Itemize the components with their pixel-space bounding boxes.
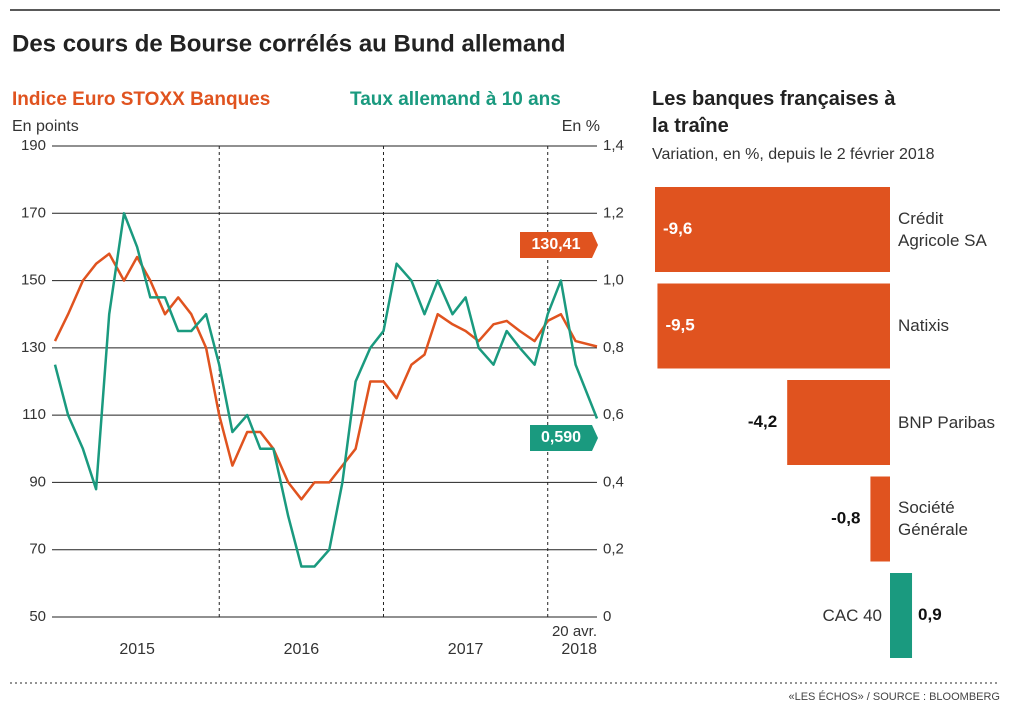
bar-chart-subtitle: Variation, en %, depuis le 2 février 201… [652,146,935,163]
bar [890,573,913,658]
y2-axis-label: En % [562,118,600,135]
y2-tick-label: 1,0 [603,272,624,289]
source: «LES ÉCHOS» / SOURCE : BLOOMBERG [788,690,1000,703]
y-tick-label: 50 [29,608,46,625]
y-tick-label: 70 [29,541,46,558]
y-tick-label: 130 [21,339,46,356]
category-label: Natixis [898,316,950,335]
value-label: -0,8 [831,508,860,527]
y-tick-label: 190 [21,137,46,154]
category-label: CAC 40 [822,605,882,625]
y2-tick-label: 0,2 [603,541,624,558]
value-label: -9,5 [665,315,694,334]
y2-tick-label: 1,2 [603,204,624,221]
category-label: Crédit Agricole SA [898,208,987,250]
y2-tick-label: 0,8 [603,339,624,356]
bar [870,476,890,562]
value-label: 0,9 [918,605,942,624]
y2-tick-label: 1,4 [603,137,624,154]
legend-entry: Indice Euro STOXX Banques [12,89,270,110]
bar [655,187,890,272]
y-tick-label: 170 [21,204,46,221]
y2-tick-label: 0,4 [603,473,624,490]
category-label: Société Générale [898,498,968,539]
x-tick-label: 2018 [561,641,597,658]
y2-tick-label: 0,6 [603,406,624,423]
y-tick-label: 150 [21,272,46,289]
bar-chart-title: Les banques françaises à la traîne [652,88,896,137]
y2-tick-label: 0 [603,608,611,625]
end-label-box [530,425,598,451]
x-tick-label: 2015 [119,641,155,658]
legend-entry: Taux allemand à 10 ans [350,89,561,110]
x-tick-label: 2017 [448,641,484,658]
y-tick-label: 110 [22,406,46,423]
x-tick-label: 2016 [284,641,320,658]
end-label-box [520,232,598,258]
end-label: 130,41 [532,236,581,253]
end-label: 0,590 [541,429,581,446]
value-label: -4,2 [748,412,777,431]
category-label: BNP Paribas [898,412,996,432]
value-label: -9,6 [663,219,692,238]
series-line [53,212,599,568]
y-axis-label: En points [12,118,79,135]
x-annotation: 20 avr. [552,623,597,640]
page-title: Des cours de Bourse corrélés au Bund all… [12,30,566,57]
series-line [53,252,598,501]
bar [787,380,890,465]
y-tick-label: 90 [29,473,46,490]
bar [657,283,890,369]
